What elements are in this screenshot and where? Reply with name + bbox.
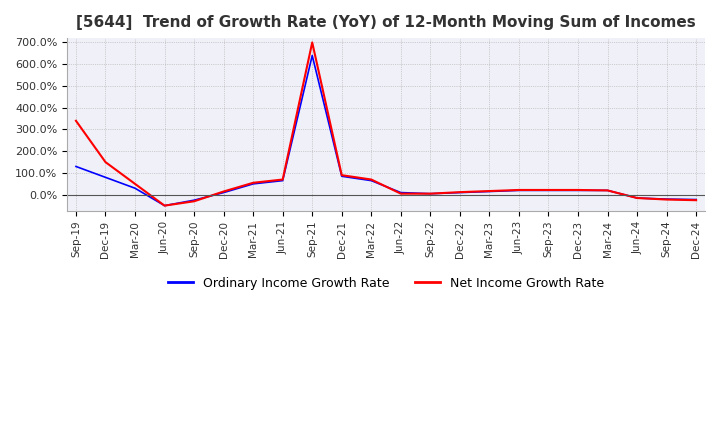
- Ordinary Income Growth Rate: [102, 175, 110, 180]
- Net Income Growth Rate: [603, 188, 612, 193]
- Ordinary Income Growth Rate: [190, 198, 199, 203]
- Net Income Growth Rate: [71, 118, 80, 124]
- Net Income Growth Rate: [574, 187, 582, 193]
- Net Income Growth Rate: [515, 187, 523, 193]
- Ordinary Income Growth Rate: [544, 188, 553, 193]
- Ordinary Income Growth Rate: [338, 174, 346, 179]
- Ordinary Income Growth Rate: [220, 190, 228, 195]
- Ordinary Income Growth Rate: [692, 197, 701, 202]
- Net Income Growth Rate: [397, 191, 405, 196]
- Line: Ordinary Income Growth Rate: Ordinary Income Growth Rate: [76, 55, 696, 205]
- Net Income Growth Rate: [485, 188, 494, 194]
- Net Income Growth Rate: [279, 177, 287, 182]
- Ordinary Income Growth Rate: [456, 190, 464, 195]
- Ordinary Income Growth Rate: [249, 181, 258, 187]
- Net Income Growth Rate: [662, 197, 671, 202]
- Ordinary Income Growth Rate: [161, 203, 169, 208]
- Legend: Ordinary Income Growth Rate, Net Income Growth Rate: Ordinary Income Growth Rate, Net Income …: [163, 272, 609, 295]
- Net Income Growth Rate: [633, 195, 642, 201]
- Ordinary Income Growth Rate: [662, 197, 671, 202]
- Net Income Growth Rate: [220, 189, 228, 194]
- Net Income Growth Rate: [249, 180, 258, 185]
- Ordinary Income Growth Rate: [71, 164, 80, 169]
- Ordinary Income Growth Rate: [603, 188, 612, 193]
- Net Income Growth Rate: [131, 181, 140, 187]
- Ordinary Income Growth Rate: [131, 186, 140, 191]
- Title: [5644]  Trend of Growth Rate (YoY) of 12-Month Moving Sum of Incomes: [5644] Trend of Growth Rate (YoY) of 12-…: [76, 15, 696, 30]
- Ordinary Income Growth Rate: [397, 190, 405, 195]
- Net Income Growth Rate: [692, 198, 701, 203]
- Ordinary Income Growth Rate: [485, 189, 494, 194]
- Ordinary Income Growth Rate: [515, 188, 523, 193]
- Ordinary Income Growth Rate: [279, 178, 287, 183]
- Net Income Growth Rate: [102, 159, 110, 165]
- Net Income Growth Rate: [308, 40, 317, 45]
- Net Income Growth Rate: [367, 177, 376, 182]
- Ordinary Income Growth Rate: [574, 188, 582, 193]
- Net Income Growth Rate: [426, 191, 435, 196]
- Net Income Growth Rate: [190, 198, 199, 204]
- Net Income Growth Rate: [456, 190, 464, 195]
- Net Income Growth Rate: [161, 203, 169, 208]
- Line: Net Income Growth Rate: Net Income Growth Rate: [76, 43, 696, 205]
- Ordinary Income Growth Rate: [367, 178, 376, 183]
- Net Income Growth Rate: [544, 187, 553, 193]
- Net Income Growth Rate: [338, 172, 346, 178]
- Ordinary Income Growth Rate: [308, 53, 317, 58]
- Ordinary Income Growth Rate: [633, 195, 642, 201]
- Ordinary Income Growth Rate: [426, 191, 435, 196]
